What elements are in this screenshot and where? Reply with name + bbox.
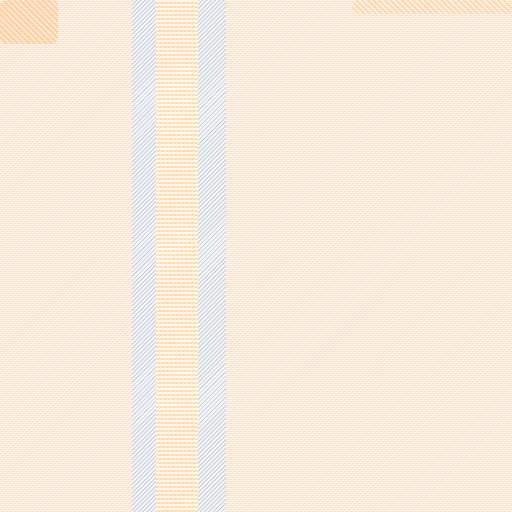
left-divider	[132, 0, 156, 512]
right-pattern-panel	[226, 0, 512, 512]
center-pattern-strip	[156, 0, 198, 512]
right-divider	[198, 0, 226, 512]
top-right-speckle	[352, 0, 512, 14]
top-left-speckle	[0, 0, 58, 44]
left-pattern-panel	[0, 0, 132, 512]
